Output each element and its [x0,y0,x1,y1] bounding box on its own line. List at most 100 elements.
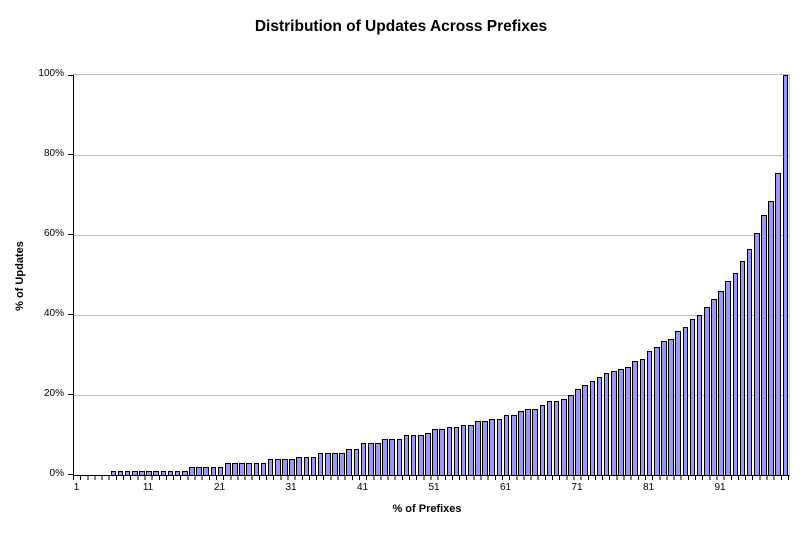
y-tick-label: 40% [43,308,64,319]
bar [525,409,531,475]
x-axis-title: % of Prefixes [392,503,462,515]
bar [110,471,117,475]
bar [117,471,124,475]
bar [446,427,453,475]
bar [296,457,303,475]
bar [718,291,724,475]
bar [382,439,388,475]
bar [453,427,460,475]
bar [596,377,603,475]
bar [546,401,553,475]
bar [367,443,374,475]
bar [489,419,496,475]
bar [146,471,152,475]
bar [425,433,431,475]
bar [196,467,202,475]
x-tick-label: 51 [428,482,440,493]
bar [560,399,567,475]
y-tick [68,234,73,235]
x-tick-label: 11 [142,482,154,493]
bar [131,471,138,475]
bar [396,439,403,475]
bar [468,425,474,475]
gridline-20pct [74,395,789,396]
bar [775,173,782,475]
bar [460,425,467,475]
bar [675,331,681,475]
bar [768,201,774,475]
bar [618,369,624,475]
bar [611,371,617,475]
y-tick-label: 20% [43,388,64,399]
bar [482,421,488,475]
bar [503,415,510,475]
bar [696,315,703,475]
y-tick [68,394,73,395]
bar [739,261,746,475]
y-tick-label: 60% [43,228,64,239]
bar [389,439,395,475]
x-tick-label: 1 [73,482,80,493]
bar [703,307,710,475]
plot-area [68,74,790,480]
bar [746,249,753,475]
bar [646,351,653,475]
bar [689,319,696,475]
bar [410,435,417,475]
bar [417,435,424,475]
bar [310,457,317,475]
bar [325,453,331,475]
bar [639,359,646,475]
bar [339,453,345,475]
bar [653,347,660,475]
bar [518,411,524,475]
bar [203,467,210,475]
bar [124,471,131,475]
bar [625,367,631,475]
bar [246,463,252,475]
bar [782,75,789,475]
bar [274,459,281,475]
y-tick-label: 0% [49,468,64,479]
bar [210,467,217,475]
bar [332,453,338,475]
bar [224,463,231,475]
bar [189,467,195,475]
y-tick [68,75,73,76]
chart-title: Distribution of Updates Across Prefixes [254,18,548,35]
bar [754,233,760,475]
bar [217,467,224,475]
gridline-60pct [74,235,789,236]
gridline-80pct [74,155,789,156]
bar [289,459,295,475]
y-tick [68,474,73,475]
bar [260,463,267,475]
gridline-40pct [74,315,789,316]
x-tick-label: 41 [357,482,369,493]
bar [282,459,288,475]
bar [167,471,174,475]
bar [403,435,410,475]
bar [439,429,446,475]
y-tick-label: 100% [38,68,64,79]
bar [732,273,739,475]
bar [475,421,481,475]
bar [553,401,560,475]
bar [510,415,517,475]
bar [661,341,667,475]
bar [182,471,188,475]
bar [532,409,538,475]
bar [582,385,589,475]
bar [668,339,674,475]
bar [160,471,167,475]
bar [711,299,717,475]
bar [375,443,381,475]
x-tick-label: 91 [714,482,726,493]
bar [267,459,274,475]
bars-container [74,75,789,475]
bar [632,361,639,475]
x-tick-label: 31 [285,482,297,493]
bar [232,463,238,475]
bar [253,463,260,475]
